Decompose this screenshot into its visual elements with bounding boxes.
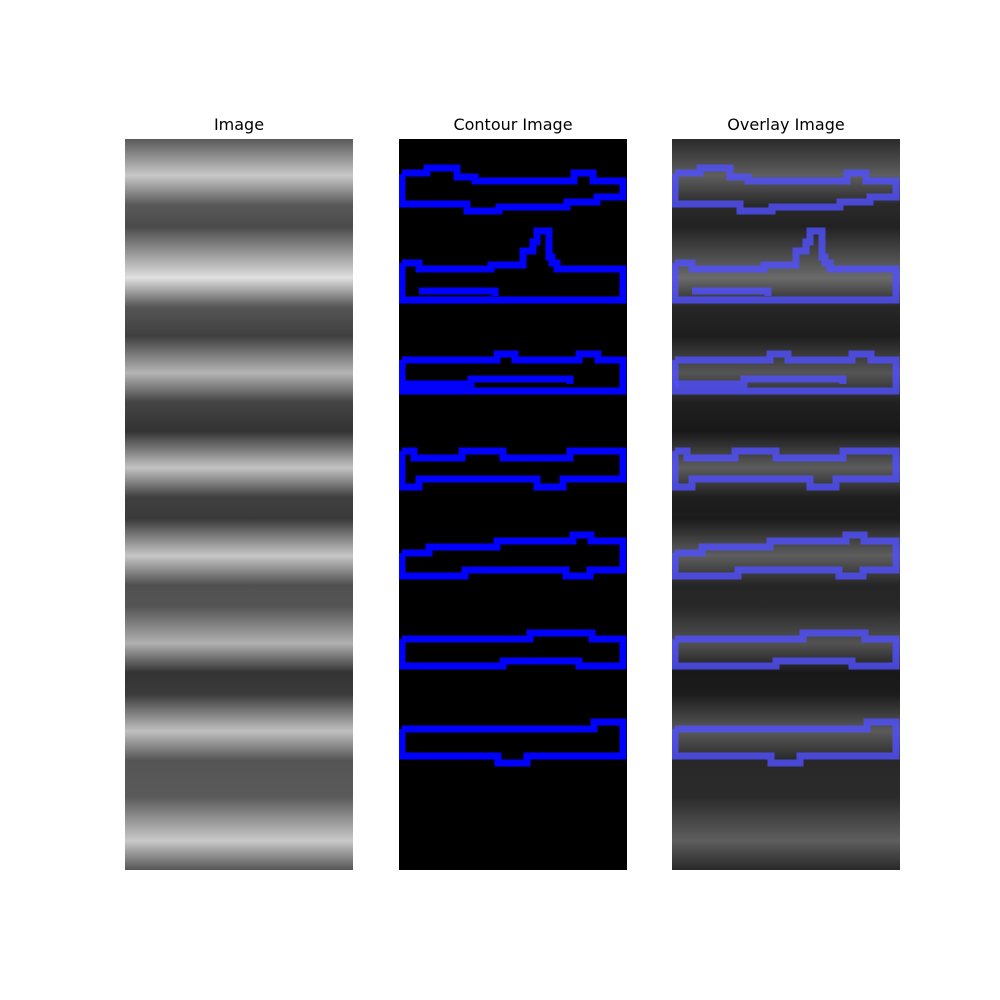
contour-4: [399, 447, 627, 491]
contour-panel-title: Contour Image: [453, 115, 573, 134]
contour-2-inner: [419, 287, 499, 296]
overlay-contour-2: [672, 227, 900, 304]
contour-3: [399, 350, 627, 395]
contour-3-inner: [402, 375, 574, 388]
contour-2: [399, 227, 627, 304]
overlay-contour-6: [672, 629, 900, 670]
image-panel-title: Image: [213, 115, 265, 134]
overlay-contour-5: [672, 531, 900, 580]
overlay-image-panel: [672, 139, 900, 870]
contour-image-panel: [399, 139, 627, 870]
overlay-panel-title: Overlay Image: [727, 115, 845, 134]
grayscale-image-panel: [125, 139, 353, 870]
contour-6: [399, 629, 627, 670]
overlay-contour-2-inner: [692, 287, 772, 296]
overlay-contour-3-inner: [675, 375, 847, 388]
contour-7: [399, 718, 627, 767]
overlay-contour-7: [672, 718, 900, 767]
overlay-contour-1: [672, 164, 900, 215]
contour-5: [399, 531, 627, 580]
overlay-contour-3: [672, 350, 900, 395]
overlay-contour-4: [672, 447, 900, 491]
contour-1: [399, 164, 627, 215]
